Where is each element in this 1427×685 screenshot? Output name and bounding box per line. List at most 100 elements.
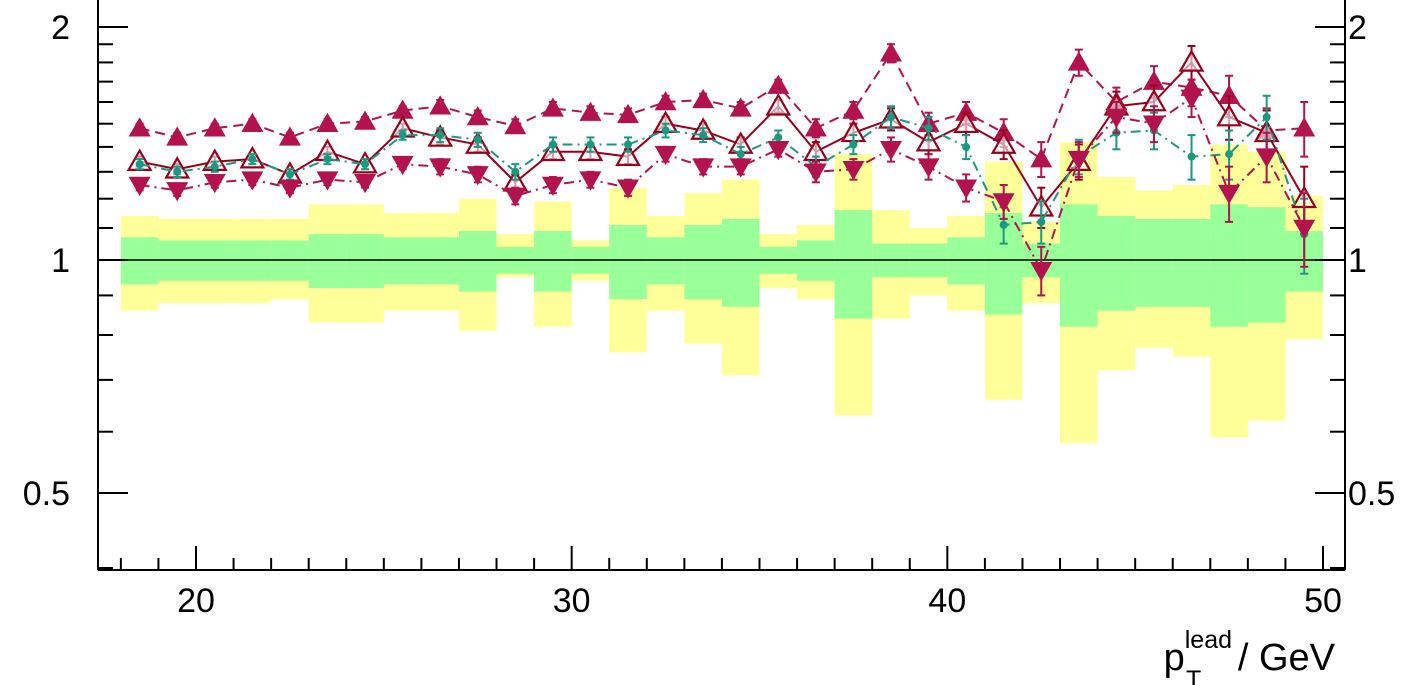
data-point-triangle-down [1067, 150, 1090, 171]
data-point-triangle-open [1178, 49, 1205, 72]
data-point-circle [661, 126, 670, 135]
series-line [139, 115, 1306, 235]
data-point-triangle-down [804, 163, 827, 183]
data-point-triangle-up [692, 88, 715, 109]
inner-band-bin [458, 231, 497, 292]
data-point-triangle-down [1293, 219, 1316, 239]
data-point-triangle-up [842, 99, 865, 119]
data-series [126, 42, 1318, 297]
data-point-triangle-up [767, 74, 790, 94]
data-point-triangle-down [128, 176, 151, 196]
y-tick-label-left: 1 [51, 242, 70, 280]
inner-band-bin [346, 234, 384, 289]
data-point-triangle-up [1030, 148, 1053, 168]
data-point-circle [1262, 113, 1271, 122]
data-point-circle [774, 133, 783, 142]
series-line [139, 51, 1305, 161]
data-point-circle [924, 124, 933, 133]
data-point-triangle-open [990, 131, 1017, 154]
data-point-circle [473, 135, 482, 144]
inner-band-bin [421, 237, 459, 285]
y-tick-label-right: 0.5 [1348, 475, 1395, 513]
data-point-triangle-up [166, 126, 189, 146]
data-point-triangle-down [1180, 89, 1203, 109]
data-point-circle [548, 140, 557, 149]
data-point-circle [736, 150, 745, 159]
data-point-triangle-up [128, 117, 151, 137]
data-point-triangle-down [316, 171, 339, 191]
uncertainty-bands [120, 142, 1323, 444]
data-point-triangle-up [241, 112, 264, 132]
data-point-circle [849, 140, 858, 149]
data-point-triangle-down [579, 171, 602, 191]
data-point-triangle-down [654, 145, 677, 166]
x-tick-label: 30 [553, 582, 591, 620]
data-point-triangle-up [654, 91, 677, 111]
data-point-triangle-down [391, 155, 414, 176]
inner-band-bin [534, 231, 572, 292]
inner-band-bin [1097, 215, 1136, 311]
data-point-circle [511, 167, 520, 176]
data-point-triangle-down [767, 141, 790, 161]
data-point-triangle-up [541, 97, 564, 117]
data-point-circle [886, 113, 895, 122]
data-point-triangle-up [617, 103, 640, 124]
x-tick-label: 20 [177, 582, 215, 620]
data-point-circle [699, 131, 708, 140]
data-point-triangle-down [729, 158, 752, 178]
x-tick-label: 50 [1304, 582, 1342, 620]
data-point-circle [962, 142, 971, 151]
data-point-triangle-down [842, 160, 865, 181]
series-2-circle-filled [135, 94, 1309, 275]
data-point-triangle-down [203, 174, 226, 194]
data-point-circle [999, 220, 1008, 229]
inner-band-bin [684, 224, 722, 300]
data-point-triangle-up [1293, 117, 1316, 137]
data-point-triangle-up [804, 117, 827, 137]
data-point-triangle-open [765, 93, 792, 116]
inner-band-bin [1247, 207, 1286, 323]
data-point-circle [436, 131, 445, 140]
x-axis-title-superscript: lead [1185, 626, 1232, 654]
data-point-circle [624, 140, 633, 149]
inner-band-bin [646, 237, 685, 285]
data-point-triangle-down [692, 158, 715, 178]
data-point-triangle-down [1142, 115, 1165, 135]
data-point-triangle-down [354, 174, 377, 194]
data-point-triangle-up [203, 117, 226, 137]
data-point-triangle-down [992, 193, 1015, 213]
data-point-circle [1225, 150, 1234, 159]
x-axis-title: plead T / GeV [1164, 626, 1336, 685]
data-point-triangle-up [354, 110, 377, 130]
data-point-triangle-down [955, 179, 978, 199]
data-point-triangle-up [316, 112, 339, 132]
inner-band-bin [308, 234, 347, 289]
data-point-triangle-up [466, 106, 489, 126]
data-point-triangle-down [278, 179, 301, 199]
data-point-triangle-down [241, 171, 264, 191]
data-point-triangle-down [1030, 261, 1053, 282]
data-point-triangle-up [1218, 84, 1241, 105]
data-point-triangle-down [1218, 184, 1241, 205]
data-point-circle [398, 131, 407, 140]
inner-band-bin [383, 237, 422, 285]
y-tick-label-left: 0.5 [23, 475, 70, 513]
y-tick-label-right: 2 [1348, 9, 1367, 47]
data-point-triangle-up [579, 101, 602, 121]
data-point-triangle-down [617, 179, 640, 199]
data-point-triangle-down [917, 158, 940, 178]
data-point-circle [361, 160, 370, 169]
data-point-triangle-open [615, 143, 641, 166]
inner-band-bin [721, 218, 760, 307]
data-point-triangle-up [729, 97, 752, 117]
data-point-triangle-up [504, 114, 527, 135]
x-tick-label: 40 [928, 582, 966, 620]
data-point-triangle-down [1105, 108, 1128, 129]
data-point-circle [1037, 217, 1046, 226]
inner-band-bin [1172, 218, 1211, 307]
data-point-triangle-up [429, 95, 452, 115]
inner-band-bin [609, 224, 647, 300]
x-axis-title-unit: / GeV [1227, 637, 1335, 679]
axis-ticks [98, 26, 1345, 570]
data-point-triangle-open [953, 110, 980, 134]
